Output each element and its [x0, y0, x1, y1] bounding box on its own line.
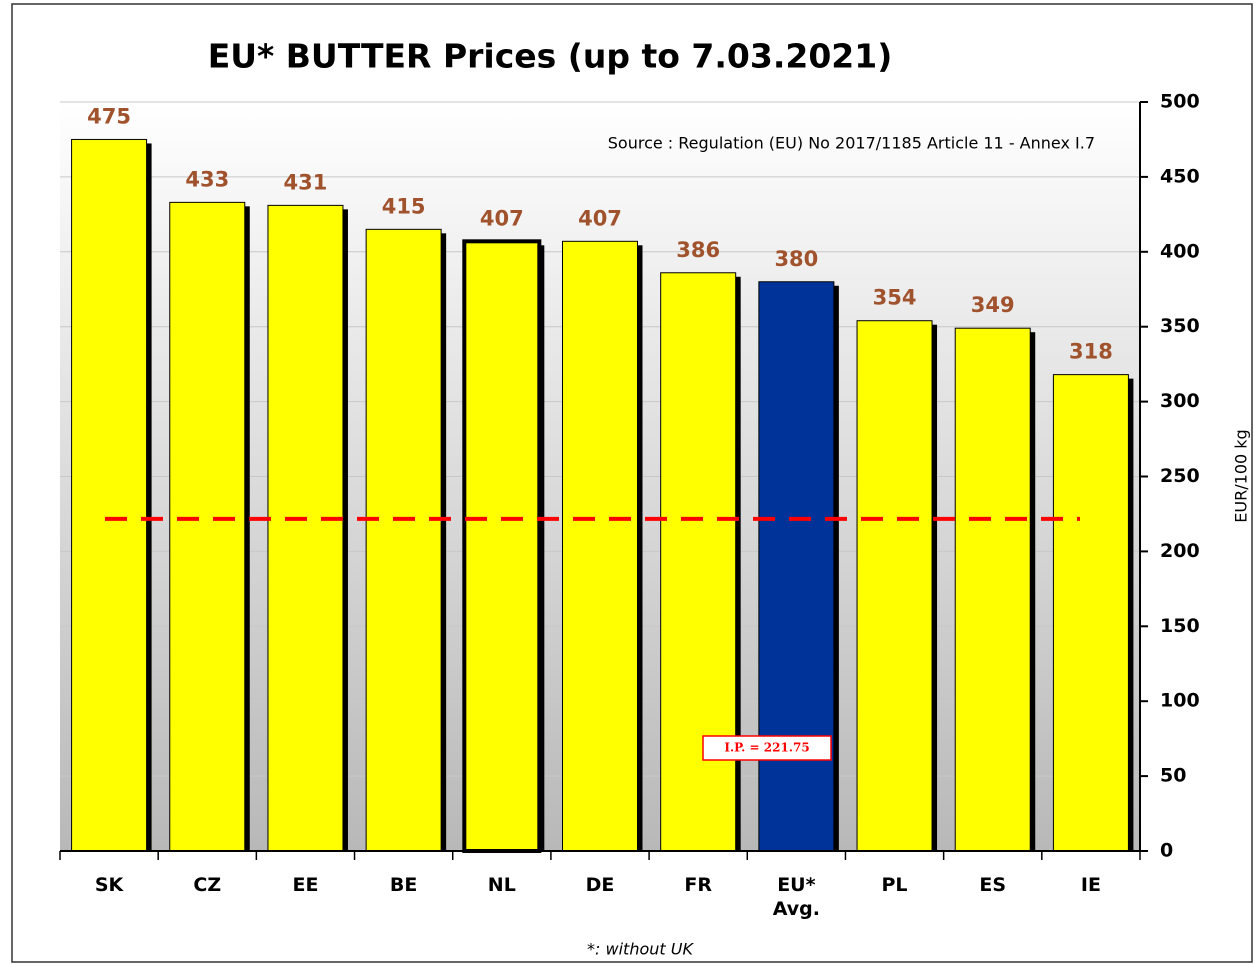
reference-label-box [702, 735, 832, 761]
reference-label: I.P. = 221.75 [724, 741, 809, 755]
x-tick-label: PL [881, 874, 908, 896]
y-tick-label: 450 [1160, 165, 1200, 187]
source-note: Source : Regulation (EU) No 2017/1185 Ar… [608, 134, 1095, 153]
y-tick-label: 0 [1160, 840, 1173, 862]
value-label: 349 [971, 293, 1015, 317]
x-tick-label: DE [585, 874, 615, 896]
x-tick-label: ES [979, 874, 1007, 896]
chart-title: EU* BUTTER Prices (up to 7.03.2021) [208, 37, 893, 76]
y-tick-label: 200 [1160, 540, 1200, 562]
bar [1052, 374, 1129, 852]
x-tick-label: CZ [193, 874, 222, 896]
y-tick-label: 100 [1160, 690, 1200, 712]
y-tick-label: 50 [1160, 765, 1186, 787]
value-label: 475 [87, 104, 131, 128]
bar [71, 138, 148, 852]
y-tick-label: 500 [1160, 91, 1200, 113]
value-label: 431 [284, 170, 328, 194]
x-tick-label: IE [1080, 874, 1101, 896]
y-tick-label: 400 [1160, 240, 1200, 262]
bar [660, 272, 737, 852]
value-label: 380 [774, 247, 818, 271]
footnote: *: without UK [587, 940, 694, 959]
x-tick-label: BE [389, 874, 418, 896]
y-tick-label: 150 [1160, 615, 1200, 637]
value-label: 407 [480, 206, 524, 230]
x-tick-label: EU* Avg. [772, 874, 820, 920]
value-label: 354 [873, 286, 917, 310]
x-tick-label: EE [292, 874, 319, 896]
value-label: 318 [1069, 340, 1113, 364]
y-tick-label: 250 [1160, 465, 1200, 487]
bar [954, 327, 1031, 852]
y-tick-label: 300 [1160, 390, 1200, 412]
bar [169, 201, 246, 852]
value-label: 407 [578, 206, 622, 230]
bar [462, 239, 542, 853]
y-axis-label: EUR/100 kg [1232, 429, 1251, 522]
x-tick-label: FR [684, 874, 712, 896]
value-label: 386 [676, 238, 720, 262]
x-tick-label: SK [94, 874, 124, 896]
bar [562, 240, 638, 852]
x-tick-label: NL [487, 874, 516, 896]
bar [856, 320, 933, 852]
bar [267, 204, 344, 852]
y-tick-label: 350 [1160, 315, 1200, 337]
bar [758, 281, 835, 852]
value-label: 433 [185, 167, 229, 191]
value-label: 415 [382, 194, 426, 218]
bar [365, 228, 442, 852]
